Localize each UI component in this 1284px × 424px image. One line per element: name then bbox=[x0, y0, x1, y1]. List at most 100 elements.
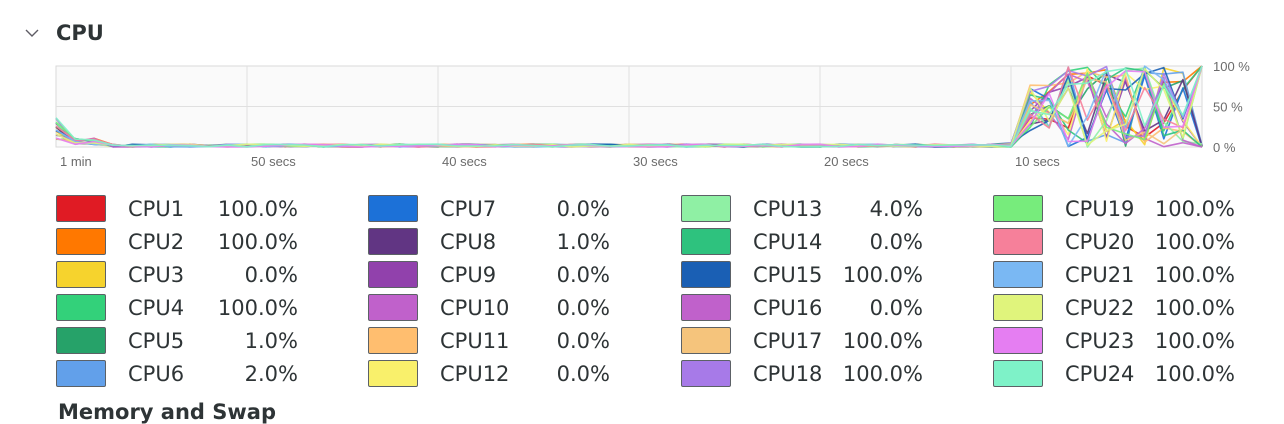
legend-item-cpu10[interactable]: CPU10 0.0% bbox=[368, 292, 610, 323]
legend-item-cpu3[interactable]: CPU3 0.0% bbox=[56, 259, 298, 290]
legend-item-cpu12[interactable]: CPU12 0.0% bbox=[368, 358, 610, 389]
cpu-name: CPU19 bbox=[1065, 196, 1135, 221]
cpu-name: CPU10 bbox=[440, 295, 510, 320]
y-tick-label: 100 % bbox=[1213, 59, 1250, 74]
legend-item-cpu8[interactable]: CPU8 1.0% bbox=[368, 226, 610, 257]
color-swatch[interactable] bbox=[993, 261, 1043, 288]
legend-item-cpu2[interactable]: CPU2 100.0% bbox=[56, 226, 298, 257]
cpu-usage-value: 1.0% bbox=[556, 229, 610, 254]
color-swatch[interactable] bbox=[56, 195, 106, 222]
cpu-usage-value: 100.0% bbox=[217, 295, 298, 320]
legend-item-cpu22[interactable]: CPU22 100.0% bbox=[993, 292, 1235, 323]
color-swatch[interactable] bbox=[681, 228, 731, 255]
color-swatch[interactable] bbox=[368, 327, 418, 354]
cpu-legend: CPU1 100.0% CPU2 100.0% CPU3 0.0% CPU4 100.0% CP… bbox=[0, 190, 1284, 390]
cpu-name: CPU6 bbox=[128, 361, 185, 386]
legend-item-cpu19[interactable]: CPU19 100.0% bbox=[993, 193, 1235, 224]
cpu-name: CPU9 bbox=[440, 262, 497, 287]
cpu-name: CPU4 bbox=[128, 295, 185, 320]
cpu-name: CPU7 bbox=[440, 196, 497, 221]
cpu-usage-value: 100.0% bbox=[1154, 328, 1235, 353]
cpu-usage-value: 0.0% bbox=[556, 196, 610, 221]
legend-item-cpu14[interactable]: CPU14 0.0% bbox=[681, 226, 923, 257]
x-tick-label: 30 secs bbox=[633, 154, 678, 169]
cpu-name: CPU18 bbox=[753, 361, 823, 386]
color-swatch[interactable] bbox=[56, 294, 106, 321]
cpu-name: CPU5 bbox=[128, 328, 185, 353]
cpu-name: CPU11 bbox=[440, 328, 510, 353]
cpu-usage-value: 100.0% bbox=[842, 328, 923, 353]
x-tick-label: 10 secs bbox=[1015, 154, 1060, 169]
x-tick-label: 50 secs bbox=[251, 154, 296, 169]
cpu-usage-value: 100.0% bbox=[1154, 229, 1235, 254]
cpu-name: CPU1 bbox=[128, 196, 185, 221]
color-swatch[interactable] bbox=[681, 195, 731, 222]
cpu-name: CPU15 bbox=[753, 262, 823, 287]
legend-item-cpu20[interactable]: CPU20 100.0% bbox=[993, 226, 1235, 257]
color-swatch[interactable] bbox=[993, 294, 1043, 321]
legend-item-cpu1[interactable]: CPU1 100.0% bbox=[56, 193, 298, 224]
legend-item-cpu5[interactable]: CPU5 1.0% bbox=[56, 325, 298, 356]
color-swatch[interactable] bbox=[681, 327, 731, 354]
cpu-section-header[interactable]: CPU bbox=[24, 18, 104, 48]
color-swatch[interactable] bbox=[368, 228, 418, 255]
color-swatch[interactable] bbox=[368, 195, 418, 222]
color-swatch[interactable] bbox=[993, 228, 1043, 255]
y-tick-label: 50 % bbox=[1213, 100, 1243, 115]
cpu-name: CPU24 bbox=[1065, 361, 1135, 386]
cpu-usage-value: 100.0% bbox=[1154, 295, 1235, 320]
legend-item-cpu13[interactable]: CPU13 4.0% bbox=[681, 193, 923, 224]
cpu-usage-value: 0.0% bbox=[869, 295, 923, 320]
cpu-name: CPU8 bbox=[440, 229, 497, 254]
legend-item-cpu17[interactable]: CPU17 100.0% bbox=[681, 325, 923, 356]
legend-item-cpu9[interactable]: CPU9 0.0% bbox=[368, 259, 610, 290]
cpu-usage-value: 0.0% bbox=[556, 328, 610, 353]
cpu-name: CPU3 bbox=[128, 262, 185, 287]
cpu-name: CPU21 bbox=[1065, 262, 1135, 287]
cpu-name: CPU22 bbox=[1065, 295, 1135, 320]
color-swatch[interactable] bbox=[56, 261, 106, 288]
cpu-usage-value: 100.0% bbox=[1154, 196, 1235, 221]
x-tick-label: 1 min bbox=[60, 154, 92, 169]
legend-item-cpu15[interactable]: CPU15 100.0% bbox=[681, 259, 923, 290]
cpu-name: CPU12 bbox=[440, 361, 510, 386]
cpu-usage-value: 0.0% bbox=[244, 262, 298, 287]
cpu-usage-value: 0.0% bbox=[869, 229, 923, 254]
legend-item-cpu16[interactable]: CPU16 0.0% bbox=[681, 292, 923, 323]
cpu-name: CPU14 bbox=[753, 229, 823, 254]
legend-item-cpu4[interactable]: CPU4 100.0% bbox=[56, 292, 298, 323]
color-swatch[interactable] bbox=[56, 327, 106, 354]
color-swatch[interactable] bbox=[368, 261, 418, 288]
legend-item-cpu7[interactable]: CPU7 0.0% bbox=[368, 193, 610, 224]
x-tick-label: 40 secs bbox=[442, 154, 487, 169]
cpu-usage-value: 0.0% bbox=[556, 361, 610, 386]
memory-section-title[interactable]: Memory and Swap bbox=[58, 400, 276, 424]
cpu-name: CPU13 bbox=[753, 196, 823, 221]
series-line-cpu24 bbox=[55, 65, 1203, 148]
cpu-usage-value: 1.0% bbox=[244, 328, 298, 353]
color-swatch[interactable] bbox=[681, 294, 731, 321]
color-swatch[interactable] bbox=[993, 195, 1043, 222]
cpu-history-chart: 1 min 50 secs 40 secs 30 secs 20 secs 10 secs… bbox=[55, 59, 1250, 169]
color-swatch[interactable] bbox=[681, 261, 731, 288]
cpu-name: CPU20 bbox=[1065, 229, 1135, 254]
legend-item-cpu24[interactable]: CPU24 100.0% bbox=[993, 358, 1235, 389]
color-swatch[interactable] bbox=[56, 360, 106, 387]
color-swatch[interactable] bbox=[56, 228, 106, 255]
color-swatch[interactable] bbox=[993, 327, 1043, 354]
cpu-usage-value: 2.0% bbox=[244, 361, 298, 386]
legend-item-cpu23[interactable]: CPU23 100.0% bbox=[993, 325, 1235, 356]
legend-item-cpu18[interactable]: CPU18 100.0% bbox=[681, 358, 923, 389]
color-swatch[interactable] bbox=[368, 294, 418, 321]
legend-item-cpu11[interactable]: CPU11 0.0% bbox=[368, 325, 610, 356]
cpu-usage-value: 100.0% bbox=[1154, 262, 1235, 287]
color-swatch[interactable] bbox=[993, 360, 1043, 387]
legend-item-cpu6[interactable]: CPU6 2.0% bbox=[56, 358, 298, 389]
x-tick-label: 20 secs bbox=[824, 154, 869, 169]
legend-item-cpu21[interactable]: CPU21 100.0% bbox=[993, 259, 1235, 290]
cpu-name: CPU2 bbox=[128, 229, 185, 254]
cpu-usage-value: 0.0% bbox=[556, 295, 610, 320]
color-swatch[interactable] bbox=[681, 360, 731, 387]
color-swatch[interactable] bbox=[368, 360, 418, 387]
section-title: CPU bbox=[56, 21, 104, 45]
